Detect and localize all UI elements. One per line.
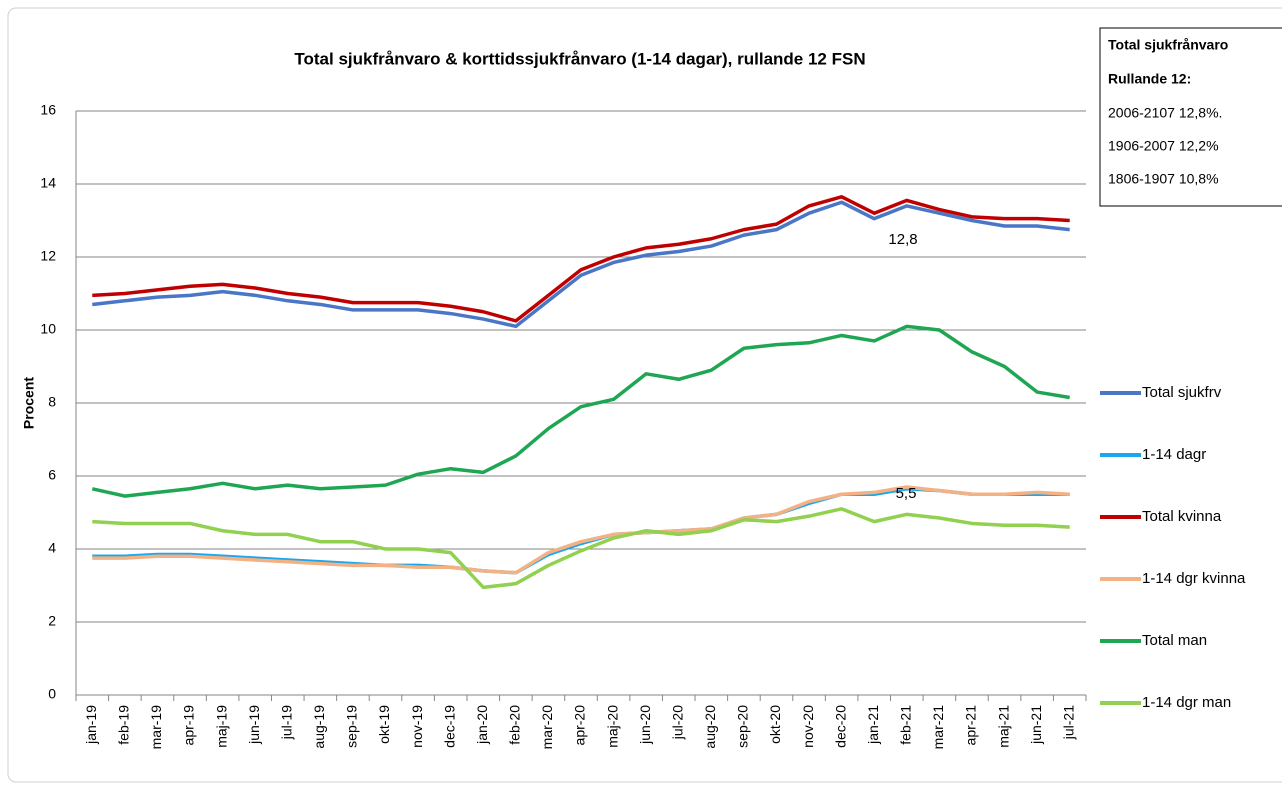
y-tick-label: 10 [40,321,56,337]
y-tick-label: 0 [48,686,56,702]
legend-label: Total man [1142,632,1207,649]
x-tick-label: sep-19 [344,705,360,748]
x-tick-label: nov-20 [800,705,816,748]
x-tick-label: jul-19 [278,705,294,740]
series-line [92,195,1070,323]
text-box-line: 1806-1907 10,8% [1108,171,1219,187]
x-tick-label: dec-19 [441,705,457,748]
series-line [91,324,1071,498]
legend-label: Total kvinna [1142,508,1222,525]
x-tick-label: jan-19 [83,705,99,745]
y-tick-label: 8 [48,394,56,410]
y-tick-label: 6 [48,467,56,483]
y-tick-label: 2 [48,613,56,629]
series-line [92,507,1070,590]
chart-frame [7,7,1282,783]
x-tick-label: apr-19 [181,705,197,746]
text-box-line: 2006-2107 12,8%. [1108,105,1222,121]
x-tick-label: maj-20 [604,705,620,748]
series-line [92,200,1070,329]
x-tick-label: sep-20 [735,705,751,748]
x-tick-label: jan-20 [474,705,490,745]
x-tick-label: feb-20 [507,705,523,745]
x-tick-label: feb-19 [116,705,132,745]
x-tick-label: jul-21 [1060,705,1076,740]
x-tick-label: aug-20 [702,705,718,749]
x-tick-label: maj-21 [995,705,1011,748]
x-tick-label: aug-19 [311,705,327,749]
text-box [1099,27,1282,207]
y-tick-label: 4 [48,540,56,556]
x-tick-label: nov-19 [409,705,425,748]
legend-label: 1-14 dagr [1142,446,1206,463]
x-tick-label: apr-21 [963,705,979,746]
y-axis-label: Procent [21,377,37,429]
x-tick-label: jun-20 [637,705,653,745]
text-box-line: Total sjukfrånvaro [1108,37,1228,53]
x-tick-label: dec-20 [832,705,848,748]
annotation: 5,5 [896,485,917,502]
x-tick-label: okt-20 [767,705,783,744]
x-tick-label: jun-21 [1028,705,1044,745]
legend-label: 1-14 dgr kvinna [1142,570,1246,587]
x-tick-label: jan-21 [865,705,881,745]
x-tick-label: mar-21 [930,705,946,750]
x-tick-label: apr-20 [572,705,588,746]
y-tick-label: 12 [40,248,56,264]
x-tick-label: mar-20 [539,705,555,750]
x-tick-label: okt-19 [376,705,392,744]
series-line [92,485,1070,575]
legend-label: 1-14 dgr man [1142,694,1231,711]
chart-title: Total sjukfrånvaro & korttidssjukfrånvar… [294,49,865,68]
y-tick-label: 14 [40,175,56,191]
x-tick-label: jun-19 [246,705,262,745]
text-box-line: Rullande 12: [1108,71,1191,87]
legend-label: Total sjukfrv [1142,384,1222,401]
x-tick-label: jul-20 [669,705,685,740]
x-tick-label: maj-19 [213,705,229,748]
text-box-line: 1906-2007 12,2% [1108,138,1219,154]
annotation: 12,8 [888,231,917,248]
x-tick-label: mar-19 [148,705,164,750]
x-tick-label: feb-21 [898,705,914,745]
y-tick-label: 16 [40,102,56,118]
